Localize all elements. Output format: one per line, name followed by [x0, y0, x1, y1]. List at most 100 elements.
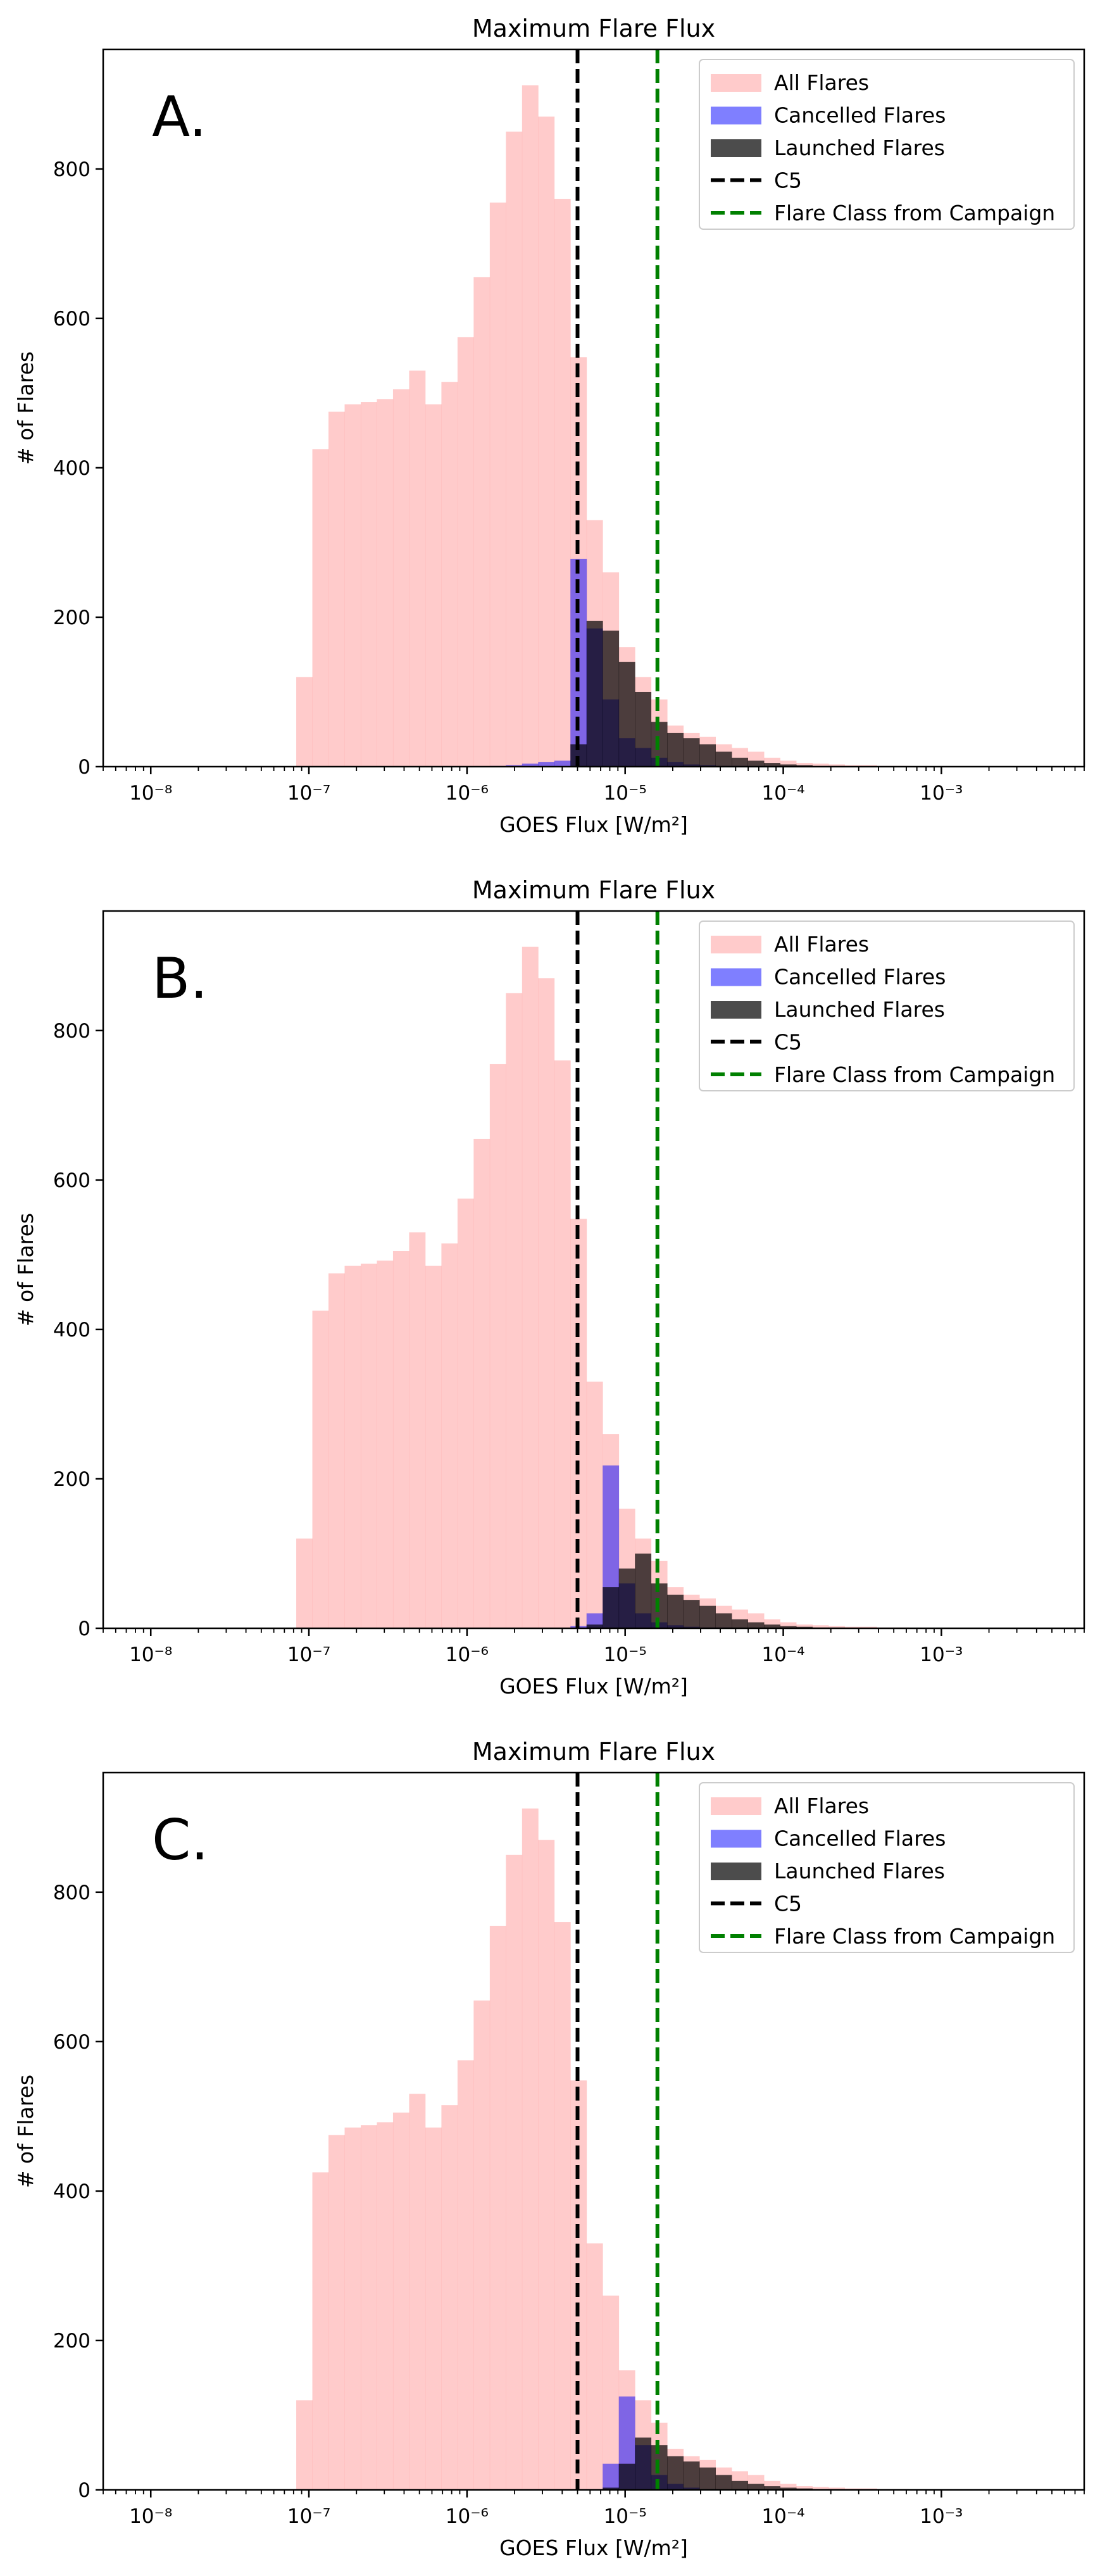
histogram-bar [586, 1381, 603, 1628]
histogram-bar [812, 763, 829, 767]
histogram-bar [732, 2480, 748, 2490]
histogram-bar [699, 2467, 716, 2490]
histogram-bar [796, 2486, 813, 2490]
chart-title: Maximum Flare Flux [472, 15, 715, 42]
histogram-bar [538, 762, 555, 767]
histogram-bar [828, 764, 845, 767]
histogram-bar [377, 399, 394, 767]
y-axis-label: # of Flares [13, 2075, 38, 2188]
legend-entry-label: Launched Flares [774, 1859, 945, 1883]
histogram-bar [425, 404, 442, 767]
histogram-bar [732, 757, 748, 767]
legend-entry-label: All Flares [774, 70, 869, 95]
histogram-bar [506, 131, 523, 767]
legend-entry-label: Flare Class from Campaign [774, 1062, 1055, 1087]
histogram-bar [635, 1553, 652, 1628]
histogram-bar [618, 2463, 635, 2490]
histogram-bar [312, 1310, 329, 1628]
y-tick-label: 600 [53, 1169, 91, 1192]
histogram-bar [409, 370, 426, 767]
histogram-bar [473, 1138, 491, 1628]
y-tick-label: 600 [53, 308, 91, 330]
histogram-bar [747, 2484, 765, 2490]
legend-swatch [711, 1830, 761, 1848]
histogram-bar [603, 2296, 620, 2490]
histogram-bar [457, 337, 474, 767]
histogram-bar [828, 2487, 845, 2490]
legend: All Flares Cancelled Flares Launched Flare… [699, 1782, 1075, 1953]
y-tick-label: 800 [53, 1020, 91, 1043]
histogram-bar [780, 2484, 797, 2490]
histogram-bar [715, 2475, 732, 2490]
histogram-bar [360, 1264, 377, 1628]
histogram-bar [586, 2243, 603, 2490]
x-tick-label: 10⁻⁵ [604, 1643, 647, 1666]
axes-frame [102, 48, 1085, 768]
histogram-bar [489, 1925, 506, 2490]
legend-entry-label: Launched Flares [774, 135, 945, 160]
legend-entry-label: Launched Flares [774, 997, 945, 1022]
axes-frame [102, 1771, 1085, 2491]
legend-entry-label: C5 [774, 1030, 802, 1055]
histogram-bar [489, 202, 506, 767]
legend-box [699, 1782, 1075, 1953]
legend-entry-label: Cancelled Flares [774, 965, 946, 990]
plot-area [296, 911, 909, 1628]
y-tick-label: 400 [53, 457, 91, 480]
panel-1: 0 200 400 600 800 10⁻⁸ 10⁻⁷ 10⁻⁶ 10⁻⁵ 10⁻⁴ 10⁻³ Max… [13, 15, 1085, 837]
histogram-bar [683, 1600, 700, 1628]
histogram-bar [699, 1605, 716, 1628]
histogram-bar [377, 2122, 394, 2490]
y-tick-label: 400 [53, 2180, 91, 2203]
chart-title: Maximum Flare Flux [472, 876, 715, 904]
legend-box [699, 920, 1075, 1091]
series-all-flares [296, 1808, 909, 2490]
histogram-bar [747, 1622, 765, 1628]
histogram-bar [473, 277, 491, 767]
y-tick-label: 800 [53, 1882, 91, 1904]
histogram-bar [296, 677, 313, 767]
histogram-bar [441, 2105, 458, 2490]
histogram-bar [392, 1250, 409, 1628]
y-tick-label: 600 [53, 2031, 91, 2054]
panel-label: C. [152, 1807, 208, 1873]
legend-entry-label: Flare Class from Campaign [774, 1924, 1055, 1949]
histogram-bar [603, 2463, 620, 2490]
histogram-bar [522, 946, 539, 1628]
histogram-bar [586, 1624, 603, 1628]
x-tick-label: 10⁻⁸ [129, 1643, 172, 1666]
x-tick-label: 10⁻³ [920, 782, 963, 805]
histogram-bar [635, 691, 652, 767]
histogram-bar [344, 2127, 361, 2490]
x-axis-label: GOES Flux [W/m²] [499, 1674, 688, 1699]
histogram-bar [796, 1624, 813, 1628]
histogram-bar [522, 85, 539, 767]
x-tick-label: 10⁻⁴ [761, 2505, 804, 2528]
histogram-bar [344, 404, 361, 767]
histogram-bar [328, 2135, 345, 2490]
legend-entry-label: C5 [774, 168, 802, 193]
legend-swatch [711, 1001, 761, 1019]
histogram-bar [328, 1273, 345, 1628]
histogram-bar [328, 412, 345, 767]
histogram-bar [506, 993, 523, 1628]
y-tick-label: 0 [78, 1618, 91, 1640]
histogram-bar [296, 1538, 313, 1628]
histogram-bar [522, 1808, 539, 2490]
histogram-bar [538, 116, 555, 767]
chart-title: Maximum Flare Flux [472, 1738, 715, 1766]
histogram-bar [603, 2487, 620, 2490]
plot-area [296, 49, 909, 767]
histogram-bar [554, 760, 571, 767]
x-tick-label: 10⁻³ [920, 1643, 963, 1666]
histogram-bar [764, 2486, 780, 2490]
y-tick-label: 200 [53, 2330, 91, 2353]
legend-swatch [711, 1797, 761, 1815]
x-axis-label: GOES Flux [W/m²] [499, 812, 688, 837]
x-tick-label: 10⁻⁶ [446, 1643, 489, 1666]
legend: All Flares Cancelled Flares Launched Flare… [699, 920, 1075, 1091]
histogram-bar [489, 1064, 506, 1628]
series-launched-flares [603, 2437, 845, 2490]
legend: All Flares Cancelled Flares Launched Flare… [699, 59, 1075, 230]
histogram-bar [425, 1266, 442, 1628]
